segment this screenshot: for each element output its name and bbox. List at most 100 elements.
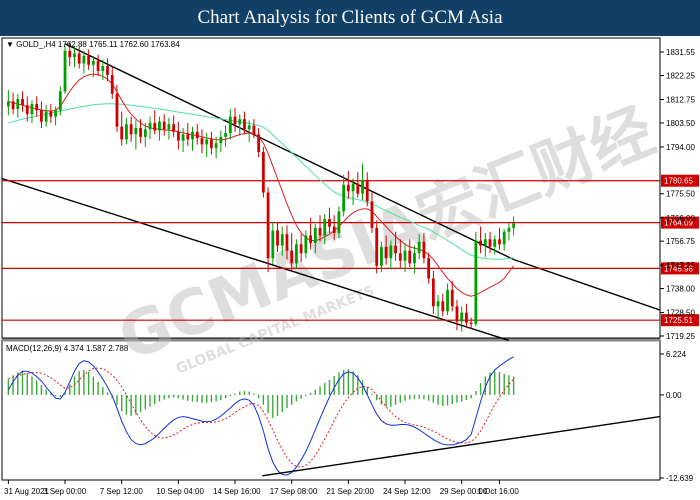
candle-body [436, 301, 440, 307]
candle-body [285, 234, 289, 251]
candle-body [337, 211, 341, 233]
moving-averages [8, 73, 515, 297]
level-tag [661, 262, 699, 275]
candle-body [450, 289, 454, 307]
macd-line [7, 356, 514, 476]
candle-body [91, 60, 95, 65]
candle-body [446, 289, 449, 312]
candle [465, 303, 468, 328]
candle [469, 317, 473, 330]
candle-body [427, 258, 431, 279]
price-tick-label: 1747.25 [666, 261, 695, 270]
candle [162, 114, 166, 136]
candle-body [469, 322, 473, 324]
candle [233, 107, 237, 132]
candle-body [375, 227, 379, 266]
candle-body [295, 244, 298, 264]
candle [210, 131, 213, 155]
candle [110, 66, 114, 99]
candle-body [143, 129, 147, 137]
candle-body [261, 152, 265, 193]
candle-body [139, 127, 142, 137]
candle [167, 117, 171, 140]
candle [35, 96, 39, 117]
candle-body [35, 103, 39, 111]
candle-body [304, 235, 308, 254]
candle-body [228, 116, 232, 134]
candle-body [181, 134, 185, 141]
candle [295, 239, 298, 269]
candle-body [186, 134, 190, 140]
price-axis: 1831.55 1822.25 1812.75 1803.50 1794.00 1775.… [660, 48, 695, 341]
candle-body [488, 239, 492, 247]
macd-tick-label: 0.00 [666, 391, 682, 400]
candle-body [44, 111, 48, 122]
candle [304, 230, 308, 259]
candle-body [266, 192, 270, 259]
candle [58, 86, 62, 116]
candle-body [224, 133, 227, 137]
candle [261, 146, 265, 198]
candle [512, 216, 516, 236]
time-tick-label: 7 Sep 12:00 [100, 487, 144, 496]
candle-body [110, 74, 114, 94]
candle [413, 245, 416, 274]
candle [73, 45, 76, 68]
candle [205, 133, 209, 158]
candle-body [82, 55, 86, 64]
candle-body [290, 250, 294, 264]
level-tag [661, 314, 699, 327]
candle [77, 47, 81, 69]
candle [186, 122, 190, 146]
candle-body [63, 50, 67, 92]
candles [6, 42, 516, 332]
candle [266, 187, 270, 273]
candle-body [125, 124, 128, 140]
candle [427, 253, 431, 284]
candle-body [214, 143, 218, 149]
candle [346, 170, 350, 199]
candle [474, 231, 478, 327]
time-tick-label: 14 Sep 16:00 [213, 487, 261, 496]
candle-body [54, 110, 57, 117]
candle-body [328, 219, 331, 227]
candle [507, 222, 511, 241]
candle [398, 239, 402, 269]
candle-body [380, 246, 383, 266]
candle-body [512, 223, 516, 228]
candle-body [271, 230, 275, 259]
candle [214, 136, 218, 159]
candle-body [153, 122, 157, 131]
candle [191, 126, 194, 151]
candle-body [68, 50, 72, 58]
candle [172, 115, 176, 137]
support-resistance-levels: 1780.65 1764.09 1745.98 1725.51 [2, 174, 699, 327]
candle-body [176, 131, 180, 141]
candle [106, 58, 109, 82]
candle [49, 103, 53, 123]
candle-body [58, 91, 62, 111]
candle-body [238, 119, 242, 125]
candle-body [474, 240, 478, 324]
candle [280, 226, 284, 256]
candle [252, 119, 256, 139]
candle-body [394, 245, 397, 254]
candle-body [172, 124, 176, 132]
candle [380, 241, 383, 273]
macd-signal-line [8, 367, 514, 468]
candle [309, 217, 312, 250]
candle [11, 92, 15, 115]
candle-body [422, 241, 426, 259]
candle [82, 50, 86, 74]
candle [460, 306, 464, 332]
level-label: 1780.65 [664, 177, 693, 186]
candle [502, 229, 506, 251]
candle-body [252, 125, 256, 135]
candle-body [257, 134, 261, 153]
price-tick-label: 1728.50 [666, 309, 695, 318]
time-tick-label: 1 Oct 16:00 [477, 487, 519, 496]
candle [375, 220, 379, 274]
candle-body [101, 66, 105, 72]
candle [87, 49, 91, 70]
